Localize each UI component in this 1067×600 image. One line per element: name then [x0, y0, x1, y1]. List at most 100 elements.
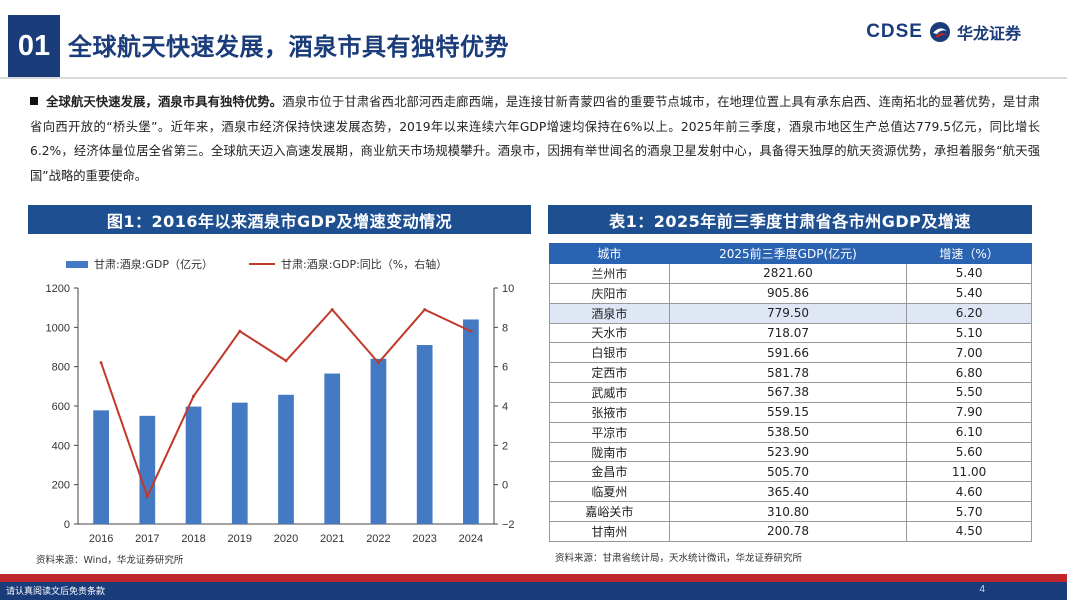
table-cell-rate: 5.40 — [906, 263, 1032, 284]
growth-point — [330, 308, 334, 312]
growth-point — [145, 494, 149, 498]
footer-disclaimer: 请认真阅读文后免责条款 — [6, 587, 106, 597]
table-cell-city: 陇南市 — [549, 441, 670, 463]
table-cell-city: 定西市 — [549, 362, 670, 384]
table-title: 表1：2025年前三季度甘肃省各市州GDP及增速 — [548, 205, 1032, 234]
table-body: 兰州市 2821.60 5.40 庆阳市 905.86 5.40 酒泉市 779.50 6.20… — [549, 263, 1032, 542]
figure-title: 图1：2016年以来酒泉市GDP及增速变动情况 — [28, 205, 531, 234]
table-cell-gdp: 567.38 — [668, 382, 908, 403]
legend-item-growth: 甘肃:酒泉:GDP:同比（%，右轴） — [249, 256, 447, 272]
growth-point — [192, 394, 196, 398]
table-cell-rate: 7.90 — [906, 401, 1032, 423]
table-cell-city: 嘉峪关市 — [549, 501, 670, 522]
table-cell-city: 平凉市 — [549, 421, 670, 443]
table-cell-city: 甘南州 — [549, 520, 670, 542]
legend-item-gdp: 甘肃:酒泉:GDP（亿元） — [66, 256, 213, 272]
table-cell-gdp: 523.90 — [668, 441, 908, 463]
growth-point — [99, 361, 103, 365]
table-cell-city: 天水市 — [549, 322, 670, 344]
table-cell-city: 金昌市 — [549, 461, 670, 483]
summary-lead: 全球航天快速发展，酒泉市具有独特优势。 — [46, 95, 283, 109]
page-number: 4 — [979, 584, 985, 595]
x-tick-label: 2022 — [366, 533, 390, 545]
legend-label-growth: 甘肃:酒泉:GDP:同比（%，右轴） — [281, 258, 448, 271]
table-cell-gdp: 538.50 — [668, 421, 908, 443]
table-cell-rate: 5.40 — [906, 282, 1032, 304]
table-row: 金昌市 505.70 11.00 — [549, 461, 1032, 483]
gdp-bar — [93, 410, 109, 524]
table-cell-rate: 5.70 — [906, 501, 1032, 522]
x-tick-label: 2020 — [274, 533, 298, 545]
y-left-tick-label: 400 — [52, 440, 70, 452]
y-left-tick-label: 200 — [52, 480, 70, 492]
x-tick-label: 2019 — [228, 533, 252, 545]
gdp-table: 城市 2025前三季度GDP(亿元) 增速（%） 兰州市 2821.60 5.40 庆… — [549, 243, 1032, 542]
legend-line-swatch — [249, 263, 276, 265]
table-row: 庆阳市 905.86 5.40 — [549, 282, 1032, 304]
table-row: 嘉峪关市 310.80 5.70 — [549, 501, 1032, 522]
table-cell-rate: 11.00 — [906, 461, 1032, 483]
logo-chinese-name: 华龙证券 — [956, 24, 1021, 43]
table-cell-city: 兰州市 — [549, 263, 670, 284]
bullet-square-icon — [30, 97, 38, 105]
logo-text: CDSE — [866, 21, 923, 42]
x-tick-label: 2017 — [135, 533, 159, 545]
table-cell-rate: 6.10 — [906, 421, 1032, 443]
table-cell-city: 武威市 — [549, 382, 670, 403]
table-row: 平凉市 538.50 6.10 — [549, 421, 1032, 443]
page-title: 全球航天快速发展，酒泉市具有独特优势 — [68, 33, 509, 61]
table-row: 甘南州 200.78 4.50 — [549, 520, 1032, 542]
x-tick-label: 2021 — [320, 533, 344, 545]
y-right-tick-label: 2 — [502, 440, 508, 452]
table-cell-rate: 7.00 — [906, 342, 1032, 364]
growth-point — [238, 329, 242, 333]
y-left-tick-label: 800 — [52, 362, 70, 374]
summary-body: 酒泉市位于甘肃省西北部河西走廊西端，是连接甘新青蒙四省的重要节点城市，在地理位置… — [30, 95, 1040, 183]
table-row: 武威市 567.38 5.50 — [549, 382, 1032, 403]
figure-source: 资料来源：Wind，华龙证券研究所 — [36, 555, 184, 566]
dragon-logo-icon — [929, 22, 950, 42]
y-left-tick-label: 1200 — [46, 283, 70, 295]
table-cell-city: 酒泉市 — [549, 302, 670, 324]
table-cell-gdp: 505.70 — [668, 461, 908, 483]
gdp-bar — [324, 373, 341, 524]
table-row: 天水市 718.07 5.10 — [549, 322, 1032, 344]
x-tick-label: 2023 — [412, 533, 436, 545]
chart-legend: 甘肃:酒泉:GDP（亿元） 甘肃:酒泉:GDP:同比（%，右轴） — [66, 256, 447, 272]
y-left-tick-label: 1000 — [46, 322, 70, 334]
table-cell-gdp: 591.66 — [668, 342, 908, 364]
gdp-bar — [278, 394, 294, 524]
x-tick-label: 2018 — [181, 533, 205, 545]
y-right-tick-label: 4 — [502, 401, 508, 413]
gdp-bar — [185, 406, 202, 524]
y-right-tick-label: 8 — [502, 322, 508, 334]
table-row: 定西市 581.78 6.80 — [549, 362, 1032, 384]
x-tick-label: 2024 — [459, 533, 483, 545]
table-header-gdp: 2025前三季度GDP(亿元) — [668, 243, 908, 264]
table-cell-rate: 6.20 — [906, 302, 1032, 324]
y-right-tick-label: 10 — [502, 283, 514, 295]
table-header-rate: 增速（%） — [906, 243, 1032, 264]
y-left-tick-label: 600 — [52, 401, 70, 413]
growth-point — [423, 308, 427, 312]
summary-paragraph: 全球航天快速发展，酒泉市具有独特优势。酒泉市位于甘肃省西北部河西走廊西端，是连接… — [30, 90, 1040, 188]
growth-point — [376, 361, 380, 365]
table-cell-rate: 4.60 — [906, 481, 1032, 503]
table-cell-rate: 5.10 — [906, 322, 1032, 344]
table-cell-city: 白银市 — [549, 342, 670, 364]
gdp-bar — [139, 415, 156, 524]
table-cell-gdp: 559.15 — [668, 401, 908, 423]
table-cell-rate: 4.50 — [906, 520, 1032, 542]
company-logo: CDSE 华龙证券 — [866, 20, 1021, 44]
table-cell-city: 临夏州 — [549, 481, 670, 503]
footer-red-band — [0, 574, 1067, 582]
title-divider — [0, 77, 1067, 79]
growth-point — [469, 329, 473, 333]
table-cell-rate: 6.80 — [906, 362, 1032, 384]
table-cell-gdp: 365.40 — [668, 481, 908, 503]
table-header-city: 城市 — [549, 243, 670, 264]
table-cell-gdp: 581.78 — [668, 362, 908, 384]
table-header-row: 城市 2025前三季度GDP(亿元) 增速（%） — [549, 243, 1032, 264]
table-row: 酒泉市 779.50 6.20 — [549, 302, 1032, 324]
gdp-bar — [370, 358, 387, 524]
